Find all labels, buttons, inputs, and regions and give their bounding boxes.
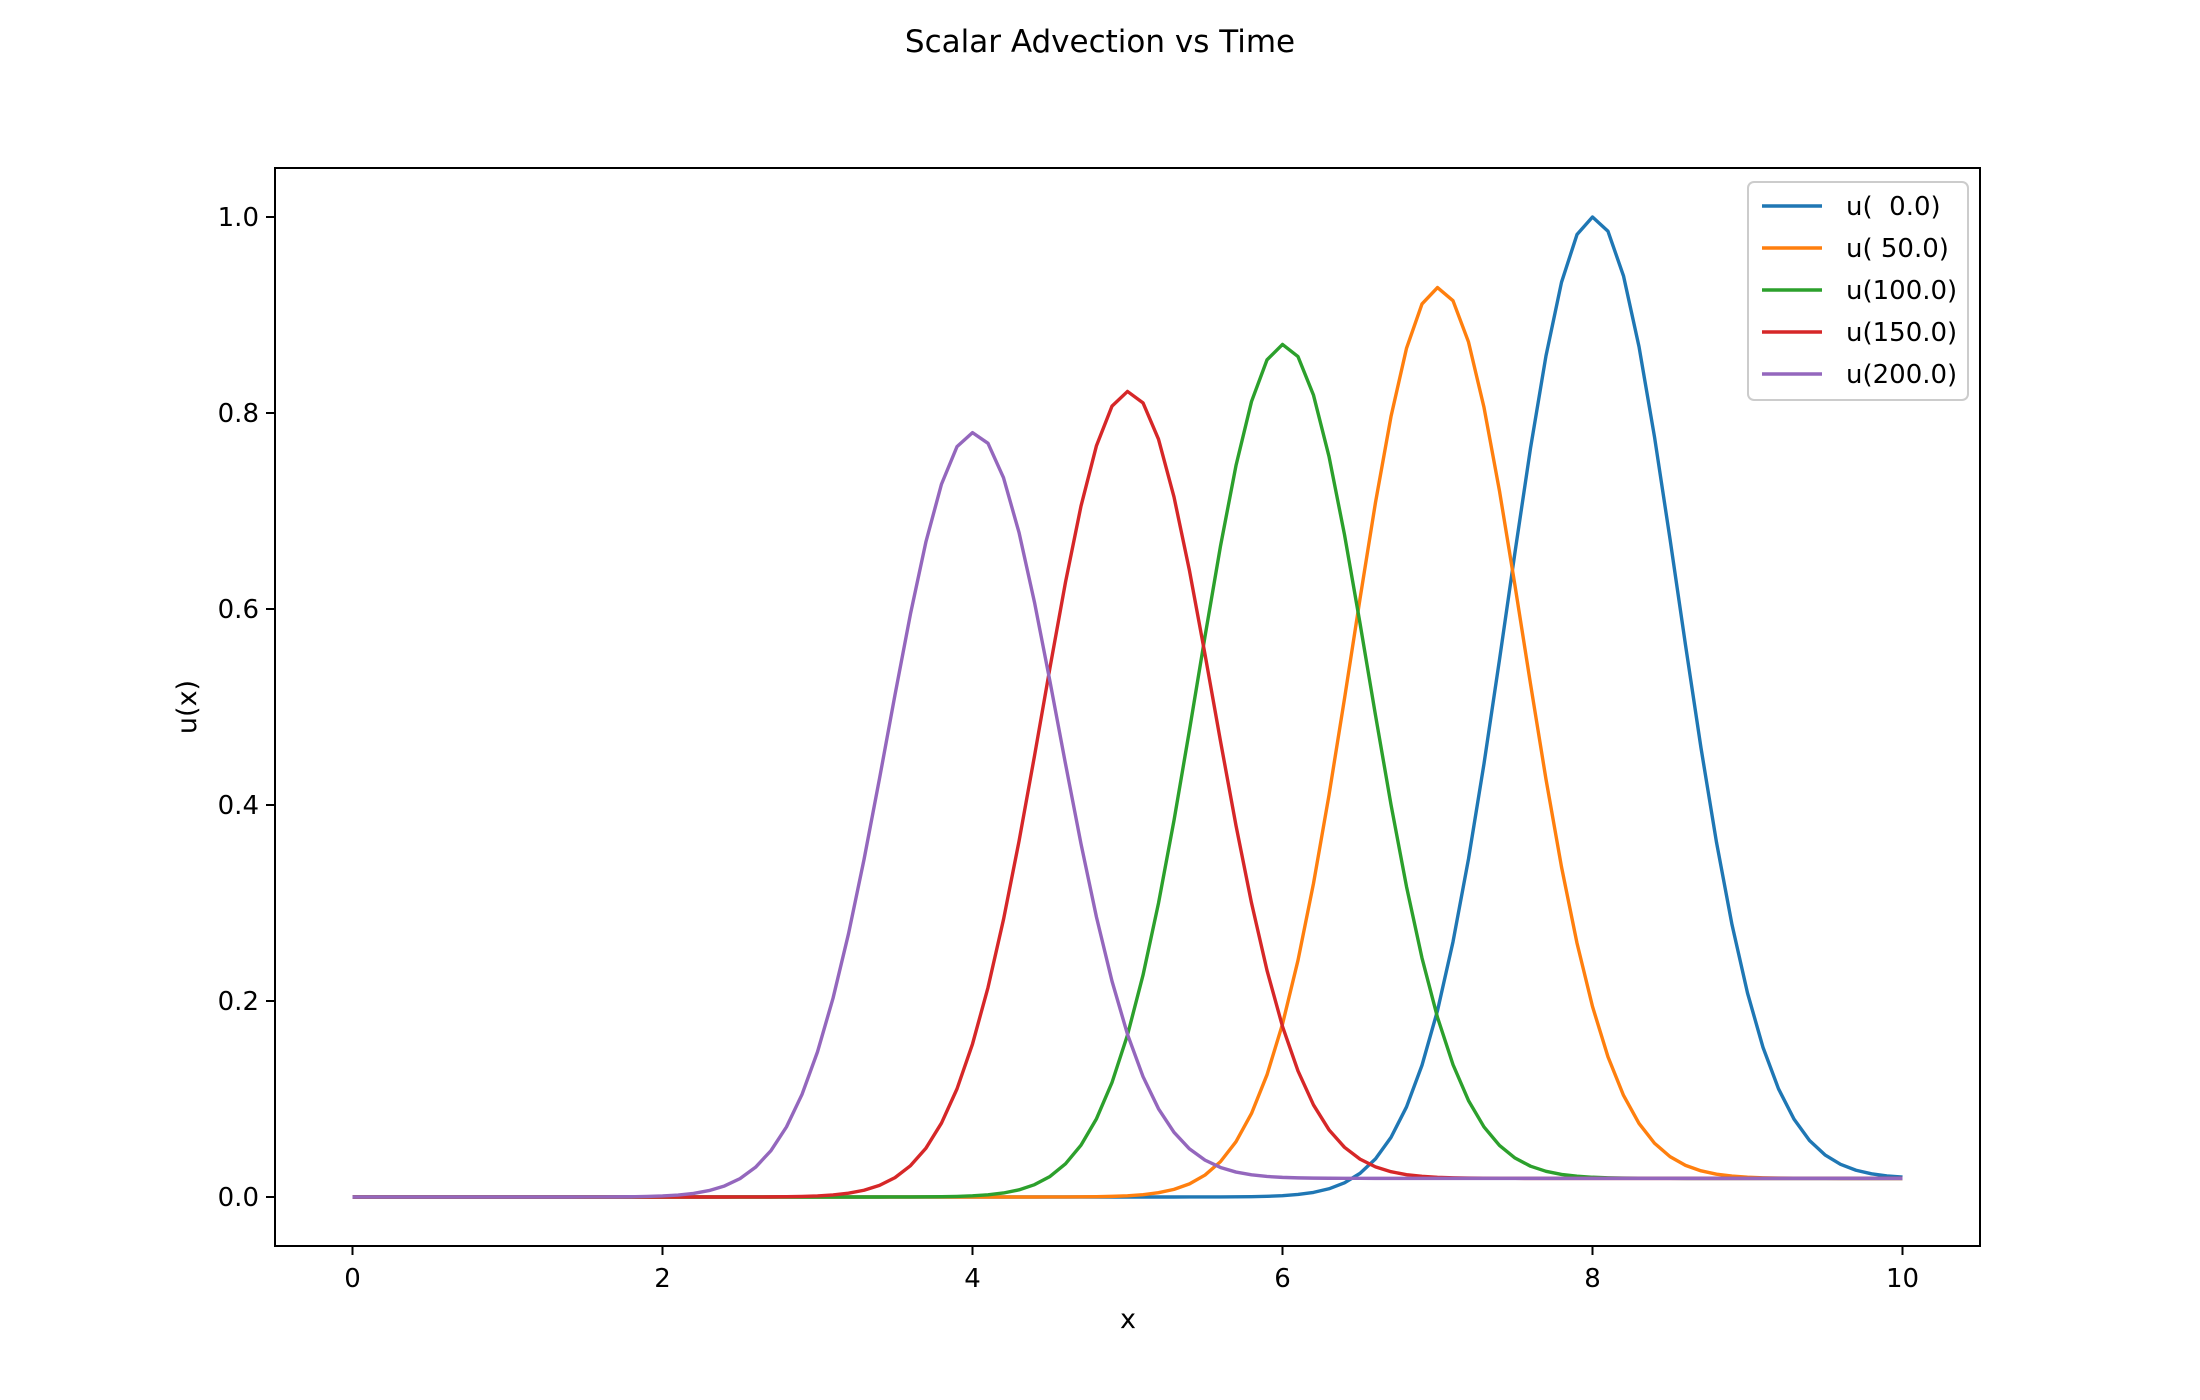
legend-label: u( 50.0) [1846, 234, 1949, 264]
legend: u( 0.0) u( 50.0) u(100.0) u(150.0) u(200.0) [1747, 181, 1969, 401]
y-tick-label: 0.0 [218, 1183, 259, 1213]
y-axis-label: u(x) [172, 680, 203, 734]
legend-box [1747, 181, 1969, 401]
x-tick-label: 2 [654, 1264, 671, 1294]
chart-title: Scalar Advection vs Time [905, 24, 1295, 60]
series-lines [352, 215, 1903, 1199]
y-tick-label: 0.2 [218, 987, 259, 1017]
legend-label: u(200.0) [1846, 360, 1957, 390]
x-tick-label: 8 [1584, 1264, 1601, 1294]
legend-label: u(100.0) [1846, 276, 1957, 306]
series-line-4 [352, 430, 1903, 1199]
legend-label: u( 0.0) [1846, 192, 1941, 222]
x-axis-label: x [1120, 1304, 1136, 1335]
plot-area: 0 2 4 6 8 10 0.0 0.2 0.4 0.6 0.8 1.0 [218, 167, 1981, 1294]
y-axis-ticks: 0.0 0.2 0.4 0.6 0.8 1.0 [218, 203, 275, 1213]
x-tick-label: 6 [1274, 1264, 1291, 1294]
y-tick-label: 0.6 [218, 595, 259, 625]
y-tick-label: 1.0 [218, 203, 259, 233]
x-tick-label: 0 [344, 1264, 361, 1294]
plot-frame [274, 167, 1981, 1247]
y-tick-label: 0.8 [218, 399, 259, 429]
y-tick-label: 0.4 [218, 791, 259, 821]
legend-entries: u( 0.0) u( 50.0) u(100.0) u(150.0) u(200.0) [1762, 192, 1957, 390]
x-tick-label: 4 [964, 1264, 981, 1294]
legend-label: u(150.0) [1846, 318, 1957, 348]
x-axis-ticks: 0 2 4 6 8 10 [344, 1246, 1919, 1294]
x-tick-label: 10 [1886, 1264, 1919, 1294]
